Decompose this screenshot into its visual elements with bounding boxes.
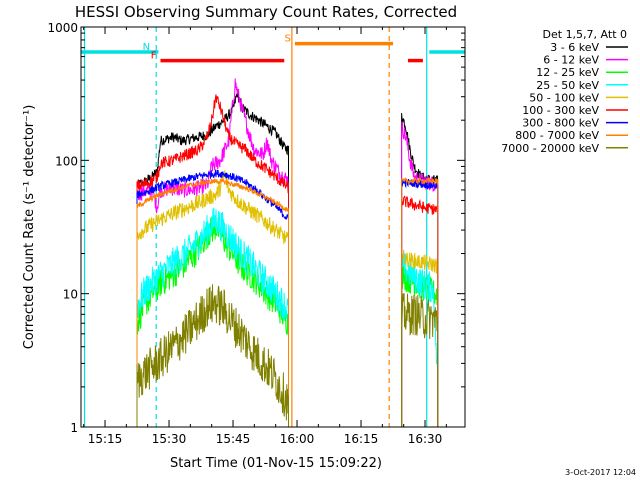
series-line [401,176,439,427]
series-line [401,253,439,427]
legend-entry-label: 300 - 800 keV [522,117,599,130]
series-lines [136,78,439,427]
x-tick-label: 15:30 [152,432,187,446]
axes: 15:15 15:30 15:45 16:00 16:15 16:30 1 10 100 1000 [47,21,465,446]
legend-entry-label: 12 - 25 keV [536,66,599,79]
x-tick-label: 15:15 [88,432,123,446]
flag-labels: NF S [143,34,291,62]
flag-label: F [151,51,157,62]
y-tick-label: 100 [55,154,78,168]
x-axis-label: Start Time (01-Nov-15 15:09:22) [170,456,382,471]
x-tick-label: 16:00 [280,432,315,446]
series-line [401,195,439,427]
series-line [401,249,439,427]
legend-entry-label: 25 - 50 keV [536,79,599,92]
x-tick-label: 16:30 [408,432,443,446]
legend-entry-label: 3 - 6 keV [550,41,599,54]
plot-frame [80,26,466,428]
y-tick-label: 1 [70,421,78,435]
flag-bars [81,41,465,63]
legend-entry-label: 100 - 300 keV [522,104,599,117]
y-axis-label: Corrected Count Rate (s⁻¹ detector⁻¹) [22,105,37,350]
y-tick-label: 1000 [47,21,78,35]
series-line [136,89,289,427]
series-line [136,94,289,427]
series-line [136,207,289,427]
legend-entry-label: 6 - 12 keV [543,54,599,67]
series-line [136,216,289,427]
flag-label: S [285,34,291,45]
series-line [401,121,439,427]
series-line [136,177,289,427]
legend-entry-label: 800 - 7000 keV [515,129,599,142]
series-line [136,284,289,427]
legend-title: Det 1,5,7, Att 0 [543,28,627,41]
flag-label: N [143,42,150,53]
x-tick-label: 16:15 [344,432,379,446]
chart-title: HESSI Observing Summary Count Rates, Cor… [75,3,457,21]
x-tick-label: 15:45 [216,432,251,446]
y-tick-label: 10 [63,288,78,302]
legend-entry-label: 50 - 100 keV [529,91,599,104]
series-line [136,170,289,427]
series-line [401,293,439,427]
timestamp-label: 3-Oct-2017 12:04 [565,468,636,477]
legend-entry-label: 7000 - 20000 keV [501,142,599,155]
